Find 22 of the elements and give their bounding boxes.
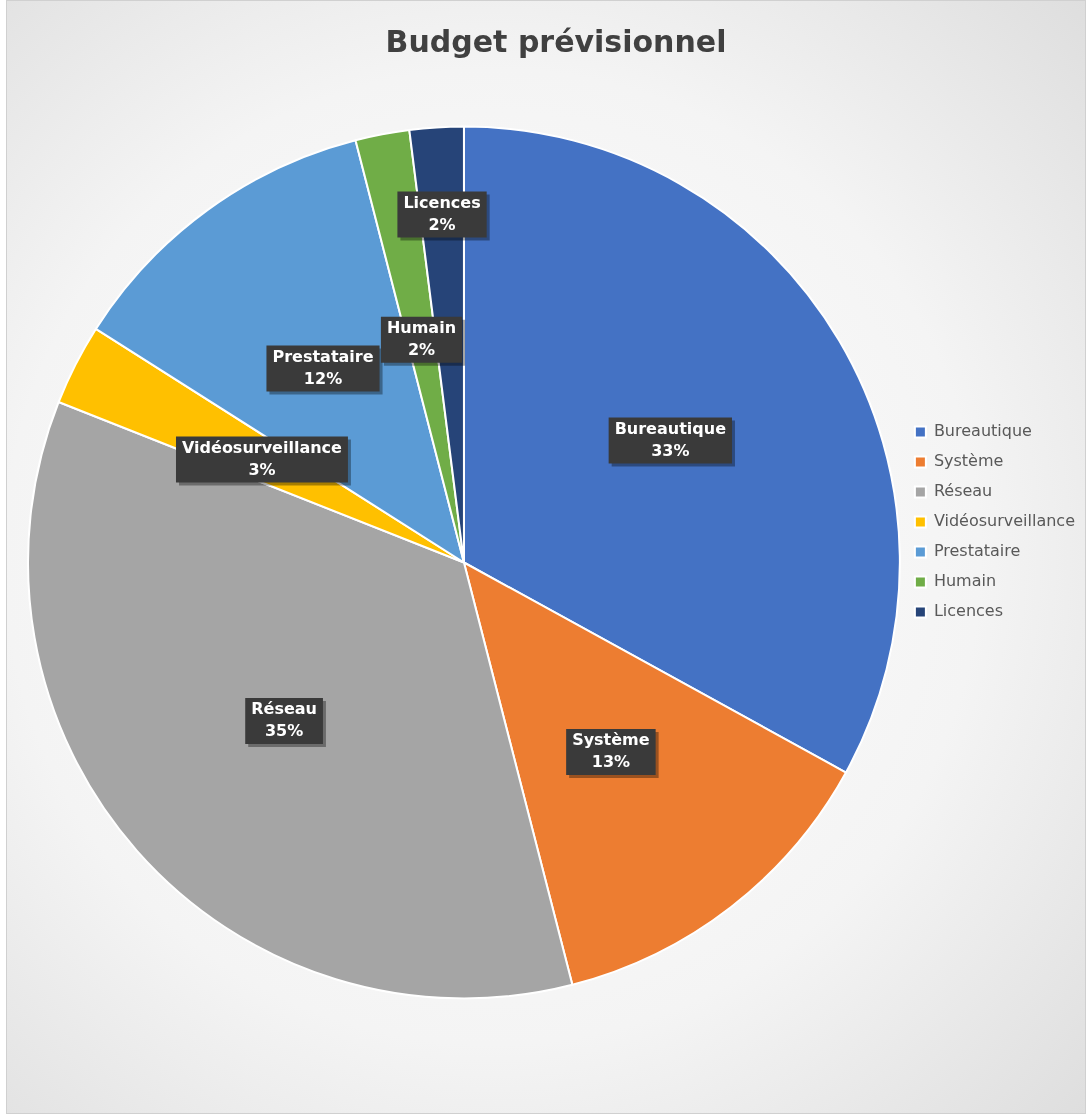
legend-label: Bureautique xyxy=(933,421,1032,441)
slice-label: Vidéosurveillance xyxy=(181,437,343,457)
legend-label: Vidéosurveillance xyxy=(933,511,1076,531)
data-label: 3% xyxy=(248,459,276,479)
data-label: 33% xyxy=(651,440,690,460)
legend-label: Licences xyxy=(933,601,1004,621)
legend-label: Prestataire xyxy=(933,541,1021,561)
legend-label: Système xyxy=(933,451,1004,471)
data-label: 2% xyxy=(407,339,436,359)
chart-title: Budget prévisionnel xyxy=(385,23,727,59)
slice-label: Réseau xyxy=(251,699,317,719)
slice-label: Humain xyxy=(386,317,457,337)
data-label: 35% xyxy=(264,721,304,741)
slice-label: Licences xyxy=(403,192,481,212)
data-label: 2% xyxy=(428,214,456,234)
legend-label: Humain xyxy=(933,571,997,591)
legend-label: Réseau xyxy=(933,481,993,501)
slice-label: Système xyxy=(572,730,650,750)
slice-label: Prestataire xyxy=(272,346,374,366)
data-label: 12% xyxy=(303,368,343,388)
data-label: 13% xyxy=(591,752,631,772)
slice-label: Bureautique xyxy=(614,418,727,438)
